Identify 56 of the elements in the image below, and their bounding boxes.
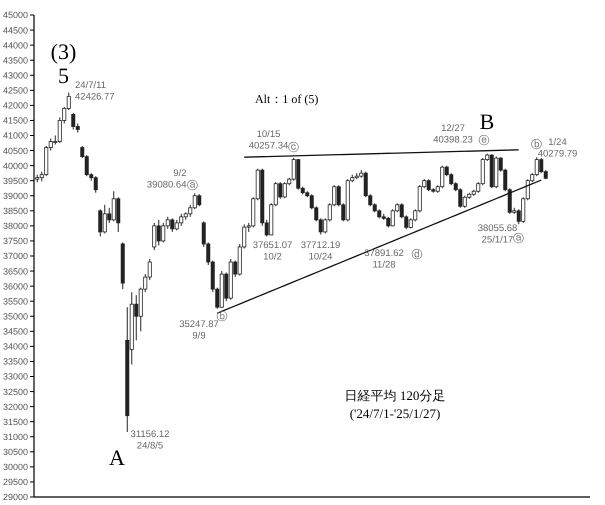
annotation: ⓔ [478,134,490,147]
y-tick-label: 39000 [2,190,28,201]
annotation: A [109,445,126,470]
y-tick-label: 44500 [2,25,28,36]
y-tick-label: 30000 [2,462,28,472]
y-tick-label: 35500 [2,296,28,306]
y-tick-label: 40500 [2,146,28,156]
annotation: 31156.12 24/8/5 [130,429,170,452]
annotation: (3) [50,39,76,64]
y-tick-label: 29000 [2,492,28,502]
y-tick-label: 33500 [2,356,28,367]
y-tick-label: 33000 [2,372,28,382]
y-tick-label: 38500 [2,206,28,216]
annotation: ⓒ [288,141,299,154]
y-tick-label: 34500 [2,326,28,337]
y-tick-label: 38000 [2,221,28,232]
y-tick-label: 34000 [2,342,28,352]
annotation: B [480,109,494,134]
y-tick-label: 39500 [2,176,28,186]
annotation: 12/27 40398.23 [433,123,473,146]
annotation: ⓓ [412,248,422,261]
annotation: 37712.19 10/24 [300,240,340,262]
y-tick-label: 43000 [2,70,28,80]
y-tick-label: 41000 [2,130,28,141]
y-tick-label: 40000 [2,160,28,171]
annotation: ⓑ [216,310,228,323]
annotation: 24/7/11 42426.77 [75,80,115,102]
text: 日経平均 120分足 [344,388,446,403]
y-tick-label: 32500 [2,386,28,397]
y-tick-label: 43500 [2,55,28,66]
y-tick-label: 41500 [2,116,28,126]
annotation: Alt：1 of (5) [255,92,318,106]
y-tick-label: 36000 [2,281,28,292]
annotation: 10/15 40257.34 [248,129,288,152]
y-tick-label: 36500 [2,266,28,276]
y-tick-label: 45000 [2,10,28,20]
text: ('24/7/1-'25/1/27) [350,406,440,421]
annotation: 5 [58,63,69,88]
annotation: 35247.87 9/9 [179,319,219,342]
y-tick-label: 31500 [2,416,28,427]
annotation: ⓐ [187,179,198,192]
annotation: 9/2 39080.64 [146,168,186,190]
y-tick-label: 44000 [2,40,28,50]
y-tick-label: 32000 [2,402,28,412]
y-tick-label: 29500 [2,477,28,488]
y-tick-label: 42500 [2,86,28,96]
candlestick [94,176,98,194]
y-tick-label: 31000 [2,432,28,442]
y-tick-label: 42000 [2,100,28,111]
annotation: 37891.62 11/28 [364,248,404,270]
y-tick-label: 35000 [2,311,28,322]
y-tick-label: 30500 [2,447,28,458]
annotation: 37651.07 10/2 [252,240,292,262]
candlestick [152,222,156,250]
y-tick-label: 37000 [2,251,28,262]
y-tick-label: 37500 [2,236,28,246]
